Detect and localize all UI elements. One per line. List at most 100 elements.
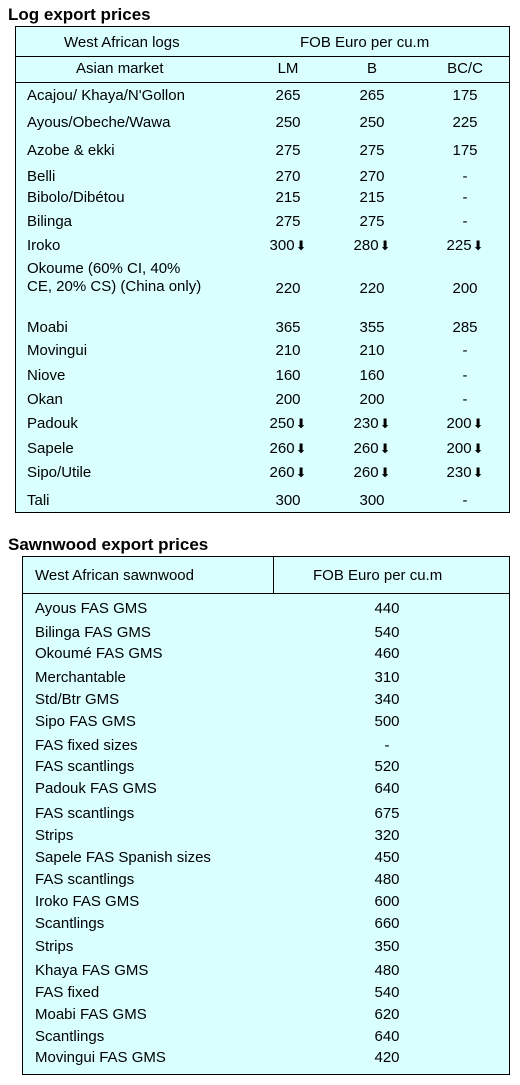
sawn-row-name: Scantlings [35, 1028, 105, 1045]
log-row-price: 270 [359, 168, 384, 186]
log-price-value: 200 [452, 280, 478, 297]
log-row-name: Okan [27, 391, 63, 408]
sawn-row-price: 450 [374, 849, 400, 866]
sawn-row-price: 500 [374, 713, 400, 730]
log-row-price: 365 [275, 319, 300, 337]
log-row-price: 210 [275, 342, 300, 360]
sawn-row-price: 340 [374, 691, 400, 708]
log-row-price: - [463, 391, 468, 409]
log-row-price: 285 [452, 319, 477, 337]
sawn-row-price: 600 [374, 893, 400, 910]
log-row-price: 355 [359, 319, 384, 337]
log-price-value: 225 [446, 237, 472, 254]
log-row-price: 200 [359, 391, 384, 409]
log-row-price: 280⬇ [354, 237, 391, 255]
sawn-row-name: Sapele FAS Spanish sizes [35, 849, 211, 866]
down-arrow-icon: ⬇ [472, 465, 484, 480]
log-price-value: - [462, 168, 468, 185]
log-row-name: Okoume (60% CI, 40% CE, 20% CS) (China o… [27, 260, 202, 295]
sawn-row-price: 480 [374, 871, 400, 888]
log-row-price: 215 [359, 189, 384, 207]
sawn-row-price: 620 [374, 1006, 400, 1023]
sawn-row-price: 640 [374, 780, 400, 797]
log-export-table: West African logs FOB Euro per cu.m Asian … [15, 26, 510, 513]
log-row-price: 275 [359, 142, 384, 160]
log-row-price: 230⬇ [447, 464, 484, 482]
log-row-price: 250 [359, 114, 384, 132]
log-row-price: 250⬇ [270, 415, 307, 433]
log-price-value: 250 [359, 114, 385, 131]
sawn-row-name: Padouk FAS GMS [35, 780, 157, 797]
sawnwood-export-table: West African sawnwood FOB Euro per cu.m Ay… [22, 556, 510, 1075]
log-row-price: - [463, 213, 468, 231]
sawn-row-name: Movingui FAS GMS [35, 1049, 166, 1066]
log-price-value: 270 [359, 168, 385, 185]
log-price-value: 250 [269, 415, 295, 432]
log-row-price: 175 [452, 87, 477, 105]
log-row-name: Padouk [27, 415, 78, 432]
log-price-value: 210 [359, 342, 385, 359]
log-row-price: 260⬇ [270, 440, 307, 458]
log-price-value: - [462, 391, 468, 408]
log-row-name: Tali [27, 492, 50, 509]
log-price-value: 215 [275, 189, 301, 206]
sawn-row-name: Sipo FAS GMS [35, 713, 136, 730]
log-price-value: 275 [275, 142, 301, 159]
log-price-value: 200 [359, 391, 385, 408]
sawn-row-name: Bilinga FAS GMS [35, 624, 151, 641]
log-price-value: 265 [359, 87, 385, 104]
log-price-value: 230 [446, 464, 472, 481]
log-price-value: 280 [353, 237, 379, 254]
log-price-value: 220 [359, 280, 385, 297]
log-price-value: 160 [359, 367, 385, 384]
log-row-name: Movingui [27, 342, 88, 359]
log-price-value: 285 [452, 319, 478, 336]
log-row-name: Niove [27, 367, 66, 384]
down-arrow-icon: ⬇ [379, 441, 391, 456]
down-arrow-icon: ⬇ [295, 465, 307, 480]
log-row-name: Sipo/Utile [27, 464, 92, 481]
sawn-row-name: Khaya FAS GMS [35, 962, 149, 979]
log-price-value: 260 [269, 440, 295, 457]
log-price-value: 160 [275, 367, 301, 384]
log-price-value: - [462, 367, 468, 384]
log-row-price: 300⬇ [270, 237, 307, 255]
log-row-price: 175 [452, 142, 477, 160]
log-row-price: - [463, 367, 468, 385]
down-arrow-icon: ⬇ [379, 416, 391, 431]
log-row-price: 260⬇ [354, 440, 391, 458]
sawn-row-name: FAS fixed [35, 984, 100, 1001]
log-row-price: - [463, 168, 468, 186]
log-row-name: Belli [27, 168, 56, 185]
log-price-value: 200 [275, 391, 301, 408]
log-price-value: 365 [275, 319, 301, 336]
down-arrow-icon: ⬇ [295, 416, 307, 431]
sawn-row-name: Ayous FAS GMS [35, 600, 148, 617]
sawn-row-price: 660 [374, 915, 400, 932]
log-price-value: 260 [269, 464, 295, 481]
log-price-value: 275 [359, 142, 385, 159]
log-row-price: 215 [275, 189, 300, 207]
sawn-row-price: 520 [374, 758, 400, 775]
log-price-value: 265 [275, 87, 301, 104]
log-row-price: 260⬇ [270, 464, 307, 482]
log-row-price: 220 [359, 280, 384, 298]
log-col-header: LM [277, 60, 299, 77]
sawn-row-price: 440 [374, 600, 400, 617]
sawn-row-name: Moabi FAS GMS [35, 1006, 147, 1023]
log-price-value: 175 [452, 87, 478, 104]
log-price-value: - [462, 213, 468, 230]
log-price-value: 250 [275, 114, 301, 131]
log-price-value: 275 [275, 213, 301, 230]
down-arrow-icon: ⬇ [295, 441, 307, 456]
sawn-row-name: FAS scantlings [35, 758, 135, 775]
log-price-value: 300 [269, 237, 295, 254]
log-row-price: 220 [275, 280, 300, 298]
log-price-value: - [462, 189, 468, 206]
log-row-price: 300 [275, 492, 300, 510]
log-row-price: 300 [359, 492, 384, 510]
log-price-value: 200 [446, 415, 472, 432]
log-row-price: 265 [275, 87, 300, 105]
log-header-unit: FOB Euro per cu.m [300, 34, 430, 51]
log-row-name: Acajou/ Khaya/N'Gollon [27, 87, 185, 104]
